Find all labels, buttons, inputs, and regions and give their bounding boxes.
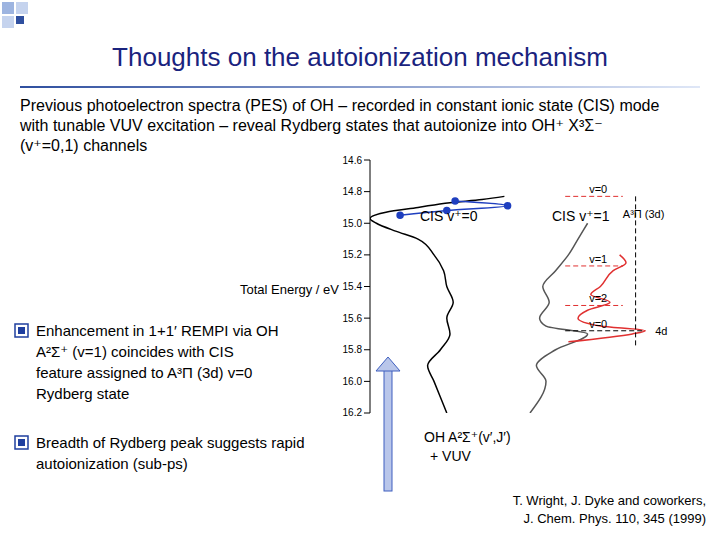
html-text:OH A²Σ⁺(v′,J′): OH A²Σ⁺(v′,J′) — [424, 429, 511, 445]
svg-text:15.6: 15.6 — [343, 313, 363, 324]
html-text:T. Wright, J. Dyke and coworke: T. Wright, J. Dyke and coworkers, — [512, 493, 706, 508]
html-text:Thoughts on the autoionization: Thoughts on the autoionization mechanism — [112, 42, 608, 72]
svg-text:15.0: 15.0 — [343, 218, 363, 229]
svg-text:16.0: 16.0 — [343, 376, 363, 387]
html-text:J. Chem. Phys. 110, 345 (1999): J. Chem. Phys. 110, 345 (1999) — [523, 511, 706, 526]
html-text:CIS v⁺=1: CIS v⁺=1 — [552, 208, 610, 224]
html-text:Enhancement in 1+1′ REMPI via: Enhancement in 1+1′ REMPI via OH A²Σ⁺ (v… — [36, 322, 279, 402]
html-text:+ VUV: + VUV — [430, 448, 471, 464]
svg-text:15.4: 15.4 — [343, 281, 363, 292]
html-text:Breadth of Rydberg peak sugges: Breadth of Rydberg peak suggests rapid a… — [36, 434, 305, 472]
html-text:CIS v⁺=0: CIS v⁺=0 — [420, 208, 478, 224]
svg-text:14.8: 14.8 — [343, 186, 363, 197]
svg-text:15.2: 15.2 — [343, 249, 363, 260]
svg-text:v=1: v=1 — [589, 253, 607, 265]
html-text:Total Energy / eV: Total Energy / eV — [240, 282, 339, 297]
svg-text:v=0: v=0 — [589, 318, 607, 330]
html-text:Previous photoelectron spectra: Previous photoelectron spectra (PES) of … — [20, 97, 660, 154]
svg-text:16.2: 16.2 — [343, 407, 363, 418]
svg-text:4d: 4d — [655, 325, 667, 337]
svg-text:v=0: v=0 — [589, 183, 607, 195]
svg-text:14.6: 14.6 — [343, 155, 363, 166]
svg-text:A³Π (3d): A³Π (3d) — [623, 208, 665, 220]
svg-text:15.8: 15.8 — [343, 344, 363, 355]
svg-text:v=2: v=2 — [589, 292, 607, 304]
